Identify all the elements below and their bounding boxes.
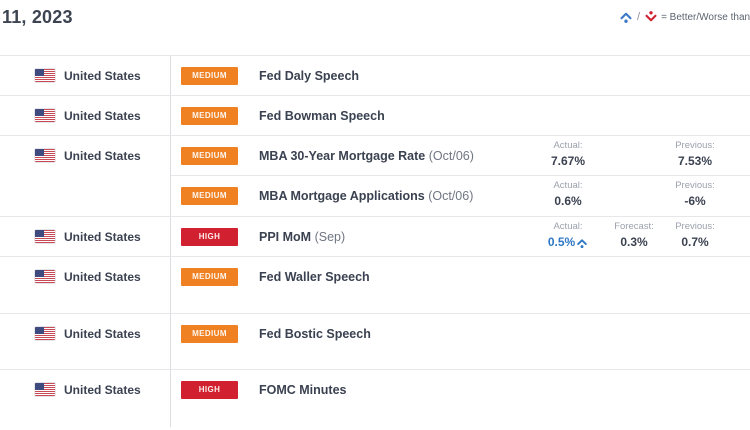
country-label: United States: [64, 68, 141, 83]
event-rows: MEDIUM Fed Waller Speech: [170, 257, 750, 313]
calendar-time-group: United States HIGH PPI MoM (Sep) Actual:…: [0, 216, 750, 256]
country-label: United States: [64, 326, 141, 341]
event-rows: MEDIUM MBA 30-Year Mortgage Rate (Oct/06…: [170, 136, 750, 216]
event-title: PPI MoM (Sep): [259, 229, 346, 244]
previous-value: 0.7%: [681, 235, 709, 249]
event-title: MBA 30-Year Mortgage Rate (Oct/06): [259, 148, 474, 163]
calendar-table: United States MEDIUM Fed Daly Speech Uni…: [0, 55, 750, 427]
forecast-legend: / = Better/Worse than Fo: [619, 10, 750, 24]
event-row[interactable]: MEDIUM MBA 30-Year Mortgage Rate (Oct/06…: [171, 136, 750, 175]
forecast-value: 0.3%: [620, 235, 648, 249]
importance-badge: MEDIUM: [181, 66, 238, 85]
actual-label: Actual:: [553, 180, 583, 191]
legend-separator: /: [637, 11, 641, 23]
event-row[interactable]: MEDIUM Fed Daly Speech: [171, 56, 750, 95]
us-flag-icon: [35, 149, 55, 162]
event-row[interactable]: HIGH FOMC Minutes: [171, 370, 750, 427]
event-row[interactable]: MEDIUM Fed Waller Speech: [171, 257, 750, 313]
event-title: Fed Bowman Speech: [259, 108, 385, 123]
event-period: (Oct/06): [428, 188, 474, 203]
country-label: United States: [64, 229, 141, 244]
us-flag-icon: [35, 383, 55, 396]
us-flag-icon: [35, 69, 55, 82]
country-label: United States: [64, 269, 141, 284]
actual-label: Actual:: [553, 221, 583, 232]
importance-badge: MEDIUM: [181, 324, 238, 343]
importance-badge: MEDIUM: [181, 267, 238, 286]
country-label: United States: [64, 382, 141, 397]
forecast-label: Forecast:: [614, 221, 654, 232]
actual-value: 0.5%: [535, 235, 601, 249]
previous-label: Previous:: [675, 180, 715, 191]
event-rows: MEDIUM Fed Bowman Speech: [170, 96, 750, 135]
event-rows: HIGH FOMC Minutes: [170, 370, 750, 427]
previous-value-column: Previous: -6%: [662, 180, 728, 208]
event-period: (Sep): [314, 229, 346, 244]
calendar-time-group: United States MEDIUM MBA 30-Year Mortgag…: [0, 135, 750, 216]
better-than-forecast-icon: [619, 10, 633, 24]
importance-badge: MEDIUM: [181, 106, 238, 125]
event-row[interactable]: MEDIUM Fed Bowman Speech: [171, 96, 750, 135]
previous-label: Previous:: [675, 221, 715, 232]
calendar-header: 11, 2023 / = Better/Worse than Fo: [0, 0, 750, 55]
previous-value-column: Previous: 0.7%: [662, 221, 728, 249]
country-cell: United States: [0, 96, 170, 135]
event-title: Fed Daly Speech: [259, 68, 360, 83]
worse-than-forecast-icon: [644, 10, 658, 24]
importance-badge: MEDIUM: [181, 186, 238, 205]
country-label: United States: [64, 108, 141, 123]
country-cell: United States: [0, 56, 170, 95]
previous-label: Previous:: [675, 140, 715, 151]
country-cell: United States: [0, 314, 170, 369]
event-title: MBA Mortgage Applications (Oct/06): [259, 188, 474, 203]
importance-badge: HIGH: [181, 227, 238, 246]
event-rows: HIGH PPI MoM (Sep) Actual: 0.5% Forecast…: [170, 217, 750, 256]
us-flag-icon: [35, 327, 55, 340]
calendar-time-group: United States MEDIUM Fed Daly Speech: [0, 56, 750, 95]
event-row[interactable]: HIGH PPI MoM (Sep) Actual: 0.5% Forecast…: [171, 217, 750, 256]
actual-value-column: Actual: 0.5%: [535, 221, 601, 249]
previous-value-column: Previous: 7.53%: [662, 140, 728, 168]
importance-badge: HIGH: [181, 380, 238, 399]
country-cell: United States: [0, 370, 170, 427]
us-flag-icon: [35, 270, 55, 283]
country-cell: United States: [0, 217, 170, 256]
actual-value-column: Actual: 0.6%: [535, 180, 601, 208]
legend-text: = Better/Worse than Fo: [661, 11, 750, 23]
actual-value-column: Actual: 7.67%: [535, 140, 601, 168]
calendar-time-group: United States MEDIUM Fed Bowman Speech: [0, 95, 750, 135]
actual-value: 7.67%: [550, 154, 586, 168]
actual-label: Actual:: [553, 140, 583, 151]
date-title: 11, 2023: [2, 7, 73, 27]
calendar-time-group: United States MEDIUM Fed Waller Speech: [0, 256, 750, 313]
us-flag-icon: [35, 109, 55, 122]
actual-value: 0.6%: [554, 194, 582, 208]
event-rows: MEDIUM Fed Bostic Speech: [170, 314, 750, 369]
event-row[interactable]: MEDIUM Fed Bostic Speech: [171, 314, 750, 369]
previous-value: -6%: [684, 194, 706, 208]
event-period: (Oct/06): [428, 148, 474, 163]
calendar-time-group: United States HIGH FOMC Minutes: [0, 369, 750, 427]
forecast-value-column: Forecast: 0.3%: [601, 221, 667, 249]
event-title: Fed Bostic Speech: [259, 326, 371, 341]
event-title: FOMC Minutes: [259, 382, 347, 397]
country-label: United States: [64, 148, 141, 163]
country-cell: United States: [0, 257, 170, 313]
importance-badge: MEDIUM: [181, 146, 238, 165]
event-rows: MEDIUM Fed Daly Speech: [170, 56, 750, 95]
event-title: Fed Waller Speech: [259, 269, 370, 284]
event-row[interactable]: MEDIUM MBA Mortgage Applications (Oct/06…: [171, 175, 750, 216]
previous-value: 7.53%: [677, 154, 713, 168]
us-flag-icon: [35, 230, 55, 243]
country-cell: United States: [0, 136, 170, 216]
calendar-time-group: United States MEDIUM Fed Bostic Speech: [0, 313, 750, 369]
